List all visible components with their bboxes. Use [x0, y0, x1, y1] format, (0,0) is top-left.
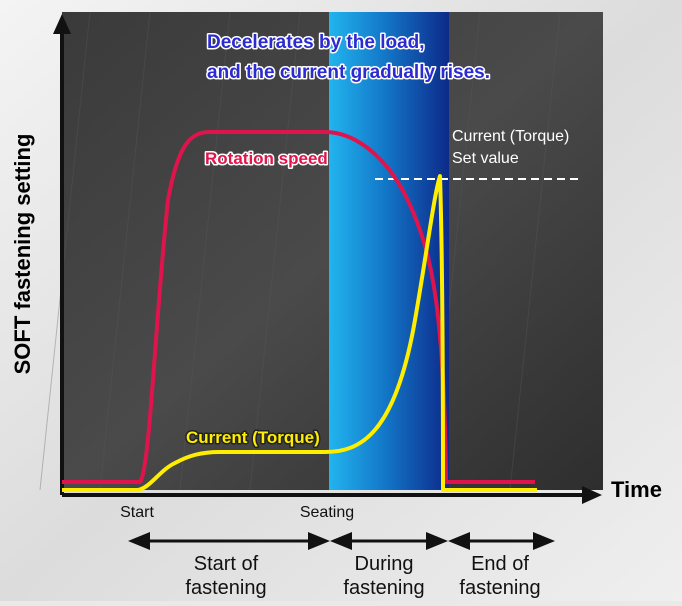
y-axis-label: SOFT fastening setting — [10, 134, 35, 375]
set-value-label-line-1: Current (Torque) — [452, 128, 569, 145]
x-axis-arrow — [582, 486, 602, 504]
seating-band — [329, 12, 449, 490]
plot-texture — [39, 11, 561, 491]
x-axis-label: Time — [611, 477, 662, 502]
series-label-rotation-speed: Rotation speed — [205, 149, 328, 168]
phase-label-end-1: End of — [471, 553, 529, 575]
set-value-label: Current (Torque) Set value — [452, 128, 569, 167]
phase-arrows — [128, 532, 555, 550]
x-tick-label: Seating — [300, 504, 354, 521]
series-current-line — [62, 174, 537, 492]
series-rotation-speed-line — [62, 130, 535, 484]
phase-label-end-2: fastening — [459, 577, 540, 599]
phase-label-start-1: Start of — [194, 553, 259, 575]
annotation-line-2: and the current gradually rises. — [207, 62, 490, 83]
x-tick-label: Start — [120, 504, 154, 521]
phase-label-start-2: fastening — [185, 577, 266, 599]
annotation-line-1: Decelerates by the load, — [207, 32, 425, 53]
y-axis-arrow — [53, 14, 71, 34]
axes — [53, 14, 602, 504]
phase-labels: Start of fastening During fastening End … — [185, 553, 540, 599]
phase-label-during-2: fastening — [343, 577, 424, 599]
phase-label-during-1: During — [355, 553, 414, 575]
set-value-label-line-2: Set value — [452, 150, 519, 167]
annotation: Decelerates by the load, and the current… — [206, 31, 492, 85]
series-label-current: Current (Torque) — [186, 428, 320, 447]
